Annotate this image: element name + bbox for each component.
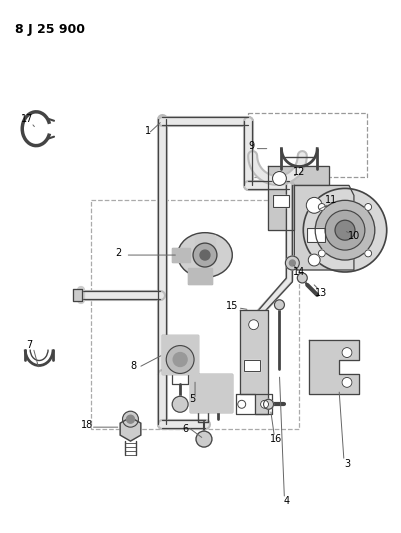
Polygon shape [240, 310, 267, 414]
Circle shape [261, 400, 269, 408]
Circle shape [238, 400, 246, 408]
Circle shape [193, 243, 217, 267]
Circle shape [308, 254, 320, 266]
Circle shape [263, 399, 273, 409]
Text: 4: 4 [284, 496, 290, 506]
Bar [273, 196, 290, 207]
Bar [244, 360, 259, 372]
Text: 17: 17 [21, 114, 33, 124]
Bar [195, 235, 215, 247]
Circle shape [315, 200, 375, 260]
Circle shape [123, 411, 138, 427]
Circle shape [274, 300, 284, 310]
Circle shape [290, 260, 296, 266]
Circle shape [127, 415, 134, 423]
Circle shape [172, 397, 188, 412]
Circle shape [286, 256, 299, 270]
Bar [188, 268, 212, 284]
Bar [307, 228, 325, 242]
Circle shape [166, 345, 194, 374]
Circle shape [365, 250, 372, 257]
Circle shape [306, 197, 322, 213]
Text: 11: 11 [325, 196, 337, 205]
Text: 1: 1 [145, 126, 152, 136]
Text: 3: 3 [344, 459, 350, 469]
Text: 2: 2 [115, 248, 122, 258]
Circle shape [196, 431, 212, 447]
Bar [162, 335, 198, 375]
Bar [91, 200, 299, 429]
Bar [244, 360, 259, 372]
Circle shape [173, 352, 187, 367]
Text: 13: 13 [315, 288, 327, 298]
Circle shape [335, 220, 355, 240]
Bar [273, 196, 290, 207]
Ellipse shape [178, 233, 232, 278]
Bar [190, 375, 232, 412]
Text: 7: 7 [26, 340, 32, 350]
Text: 12: 12 [293, 167, 306, 177]
Text: 15: 15 [226, 301, 238, 311]
Bar [172, 248, 190, 262]
Polygon shape [294, 185, 354, 270]
Text: 5: 5 [189, 394, 195, 405]
Circle shape [249, 320, 259, 330]
Text: 6: 6 [182, 424, 188, 434]
Text: 10: 10 [348, 231, 360, 241]
Polygon shape [309, 340, 359, 394]
Bar [248, 113, 367, 177]
Circle shape [303, 188, 387, 272]
Text: 18: 18 [81, 420, 93, 430]
Circle shape [318, 204, 325, 211]
Circle shape [325, 211, 365, 250]
Circle shape [273, 172, 286, 185]
Text: 8 J 25 900: 8 J 25 900 [15, 23, 85, 36]
Circle shape [200, 250, 210, 260]
Polygon shape [267, 166, 329, 230]
Bar [307, 228, 325, 242]
Bar [73, 289, 82, 301]
Circle shape [318, 250, 325, 257]
Circle shape [342, 377, 352, 387]
Circle shape [365, 204, 372, 211]
Text: 16: 16 [270, 434, 283, 444]
Text: 8: 8 [130, 361, 136, 372]
Circle shape [297, 273, 307, 283]
Text: 9: 9 [249, 141, 255, 151]
Text: 14: 14 [293, 267, 306, 277]
Circle shape [342, 348, 352, 358]
